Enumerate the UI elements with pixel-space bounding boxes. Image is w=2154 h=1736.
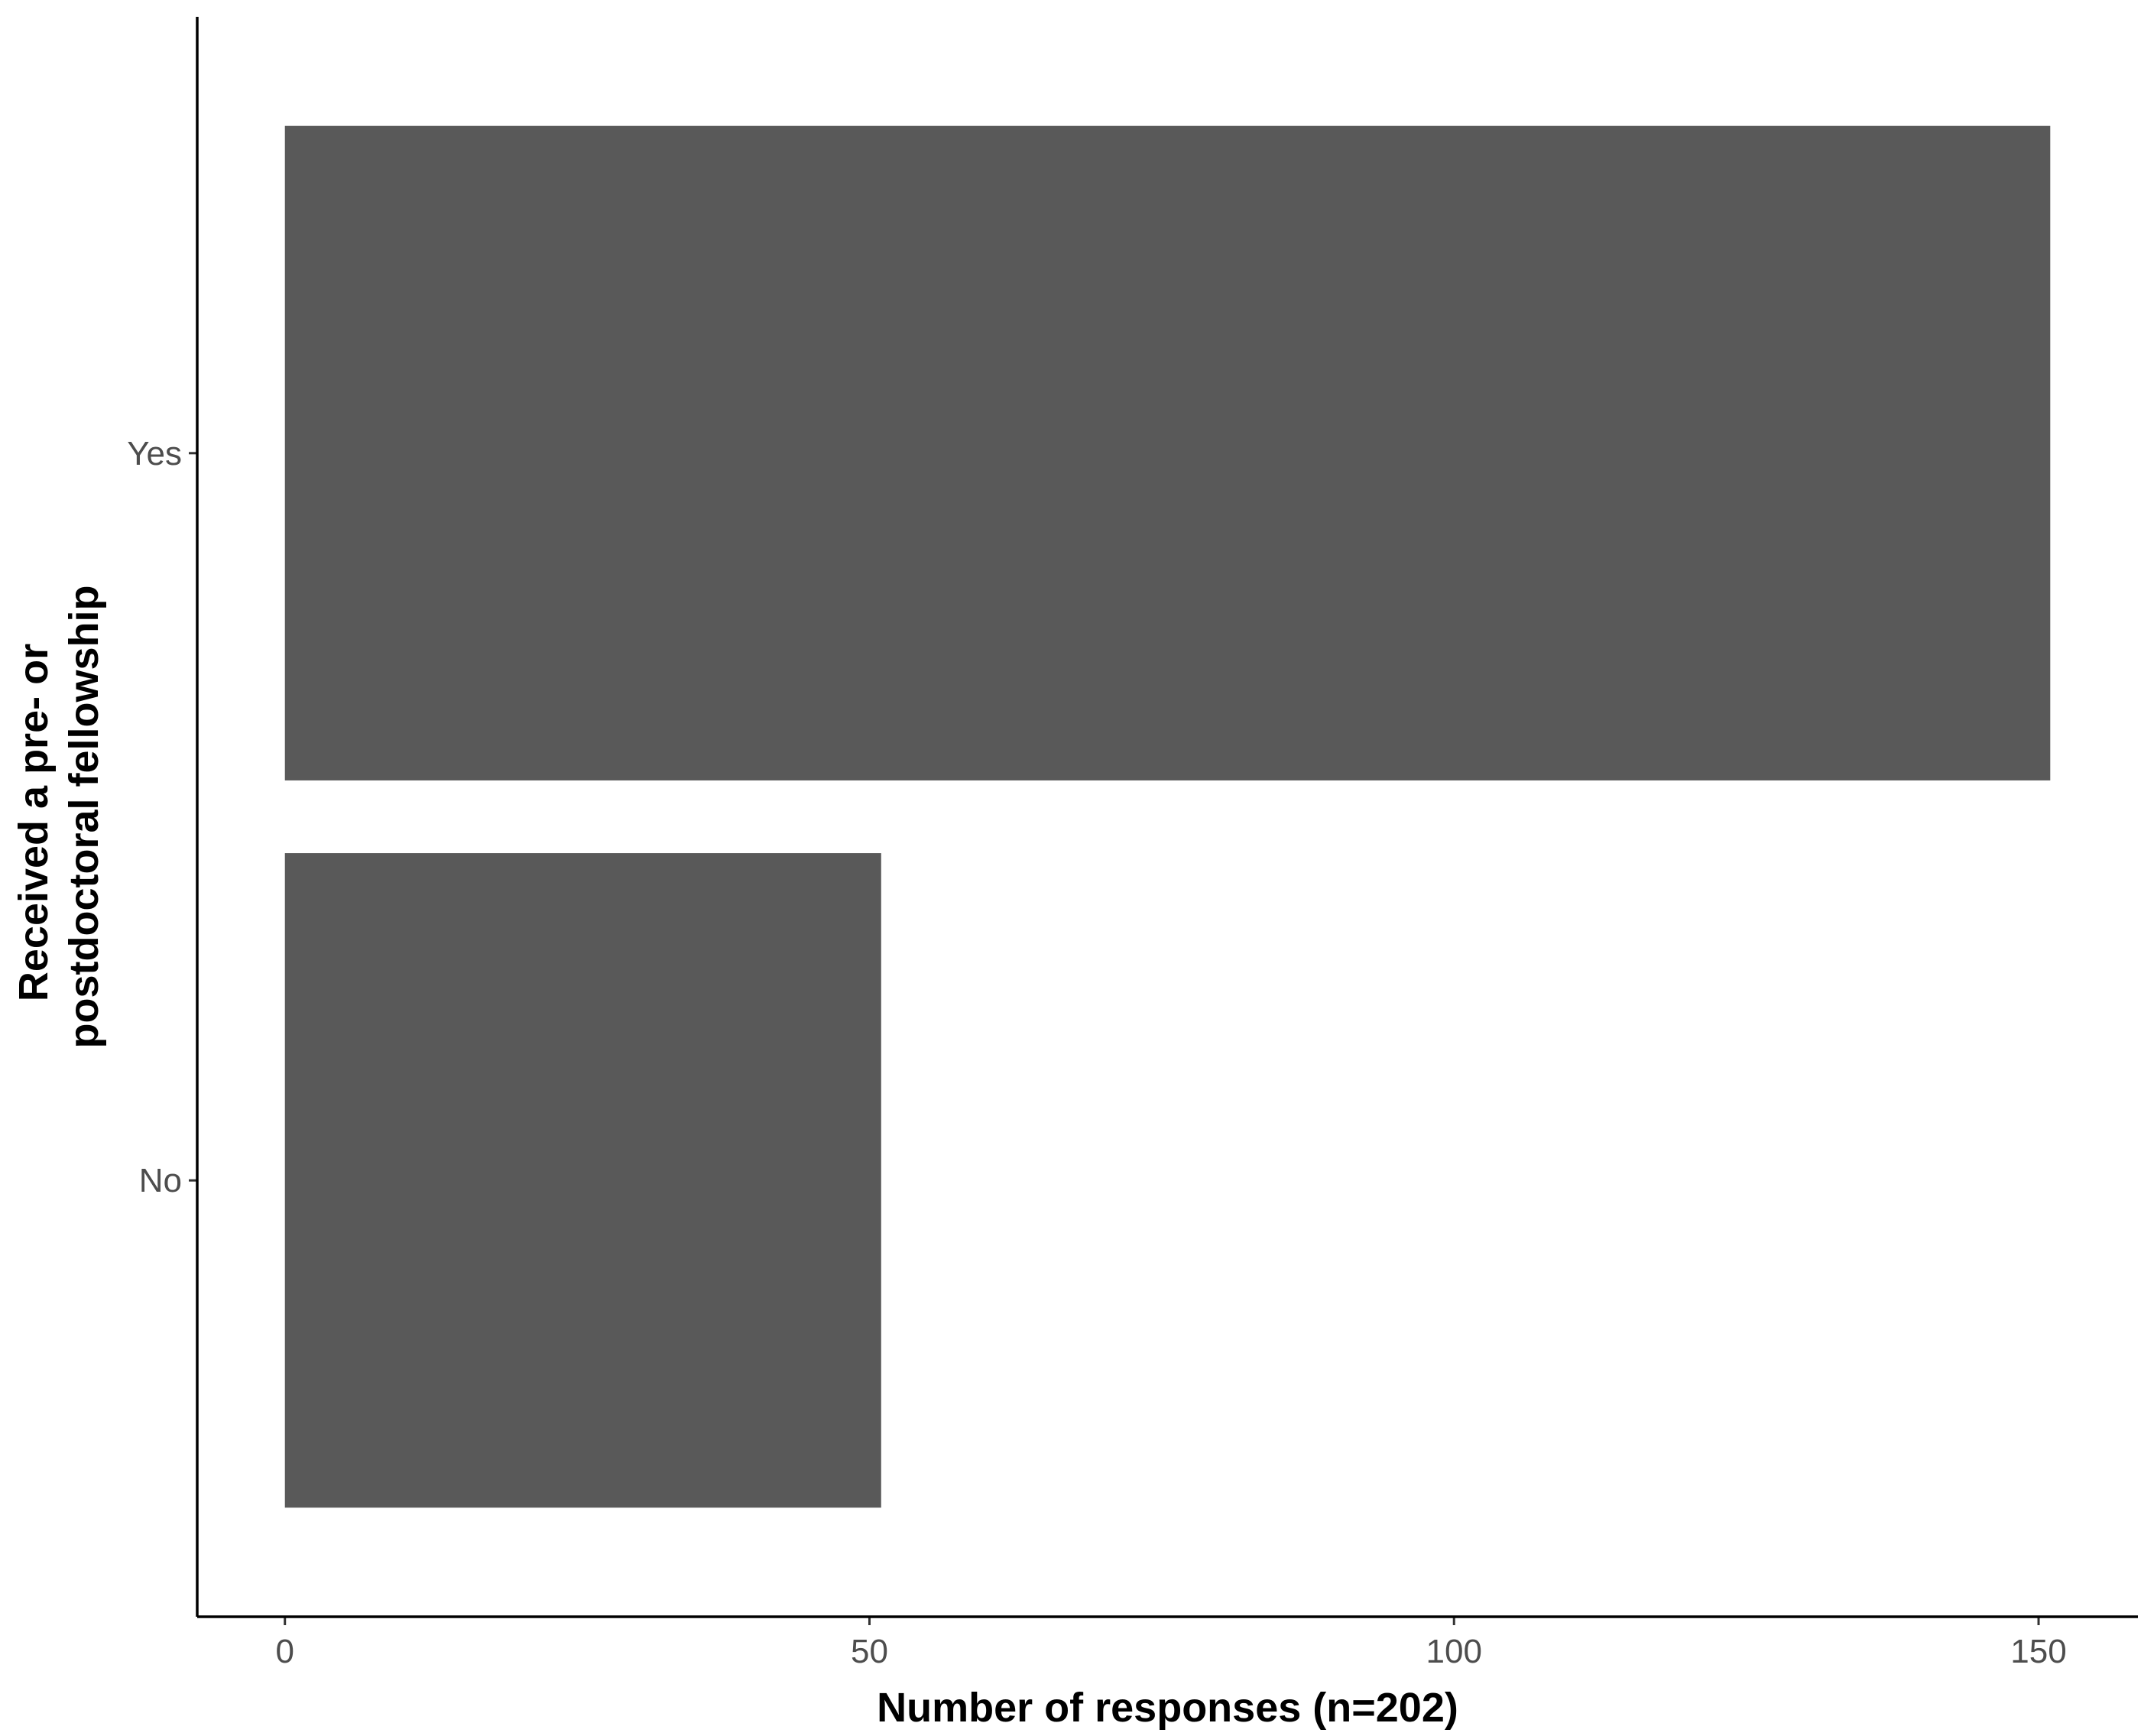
x-tick-label-100: 100 xyxy=(1426,1633,1482,1670)
bars xyxy=(284,125,2051,1508)
y-tick-label-yes: Yes xyxy=(127,435,182,472)
y-axis-title-line-1: Received a pre- or xyxy=(11,644,57,1001)
y-axis-title: Received a pre- or postdoctoral fellowsh… xyxy=(11,585,107,1048)
x-axis-title: Number of responses (n=202) xyxy=(877,1685,1458,1731)
y-axis-title-line-2: postdoctoral fellowship xyxy=(61,585,107,1048)
x-axis-ticks: 0 50 100 150 xyxy=(275,1617,2067,1670)
x-tick-label-50: 50 xyxy=(851,1633,888,1670)
bar-yes xyxy=(284,125,2051,780)
x-tick-label-150: 150 xyxy=(2010,1633,2066,1670)
y-tick-label-no: No xyxy=(139,1162,182,1199)
bar-no xyxy=(284,853,881,1508)
y-axis-ticks: No Yes xyxy=(127,435,197,1199)
x-tick-label-0: 0 xyxy=(275,1633,294,1670)
